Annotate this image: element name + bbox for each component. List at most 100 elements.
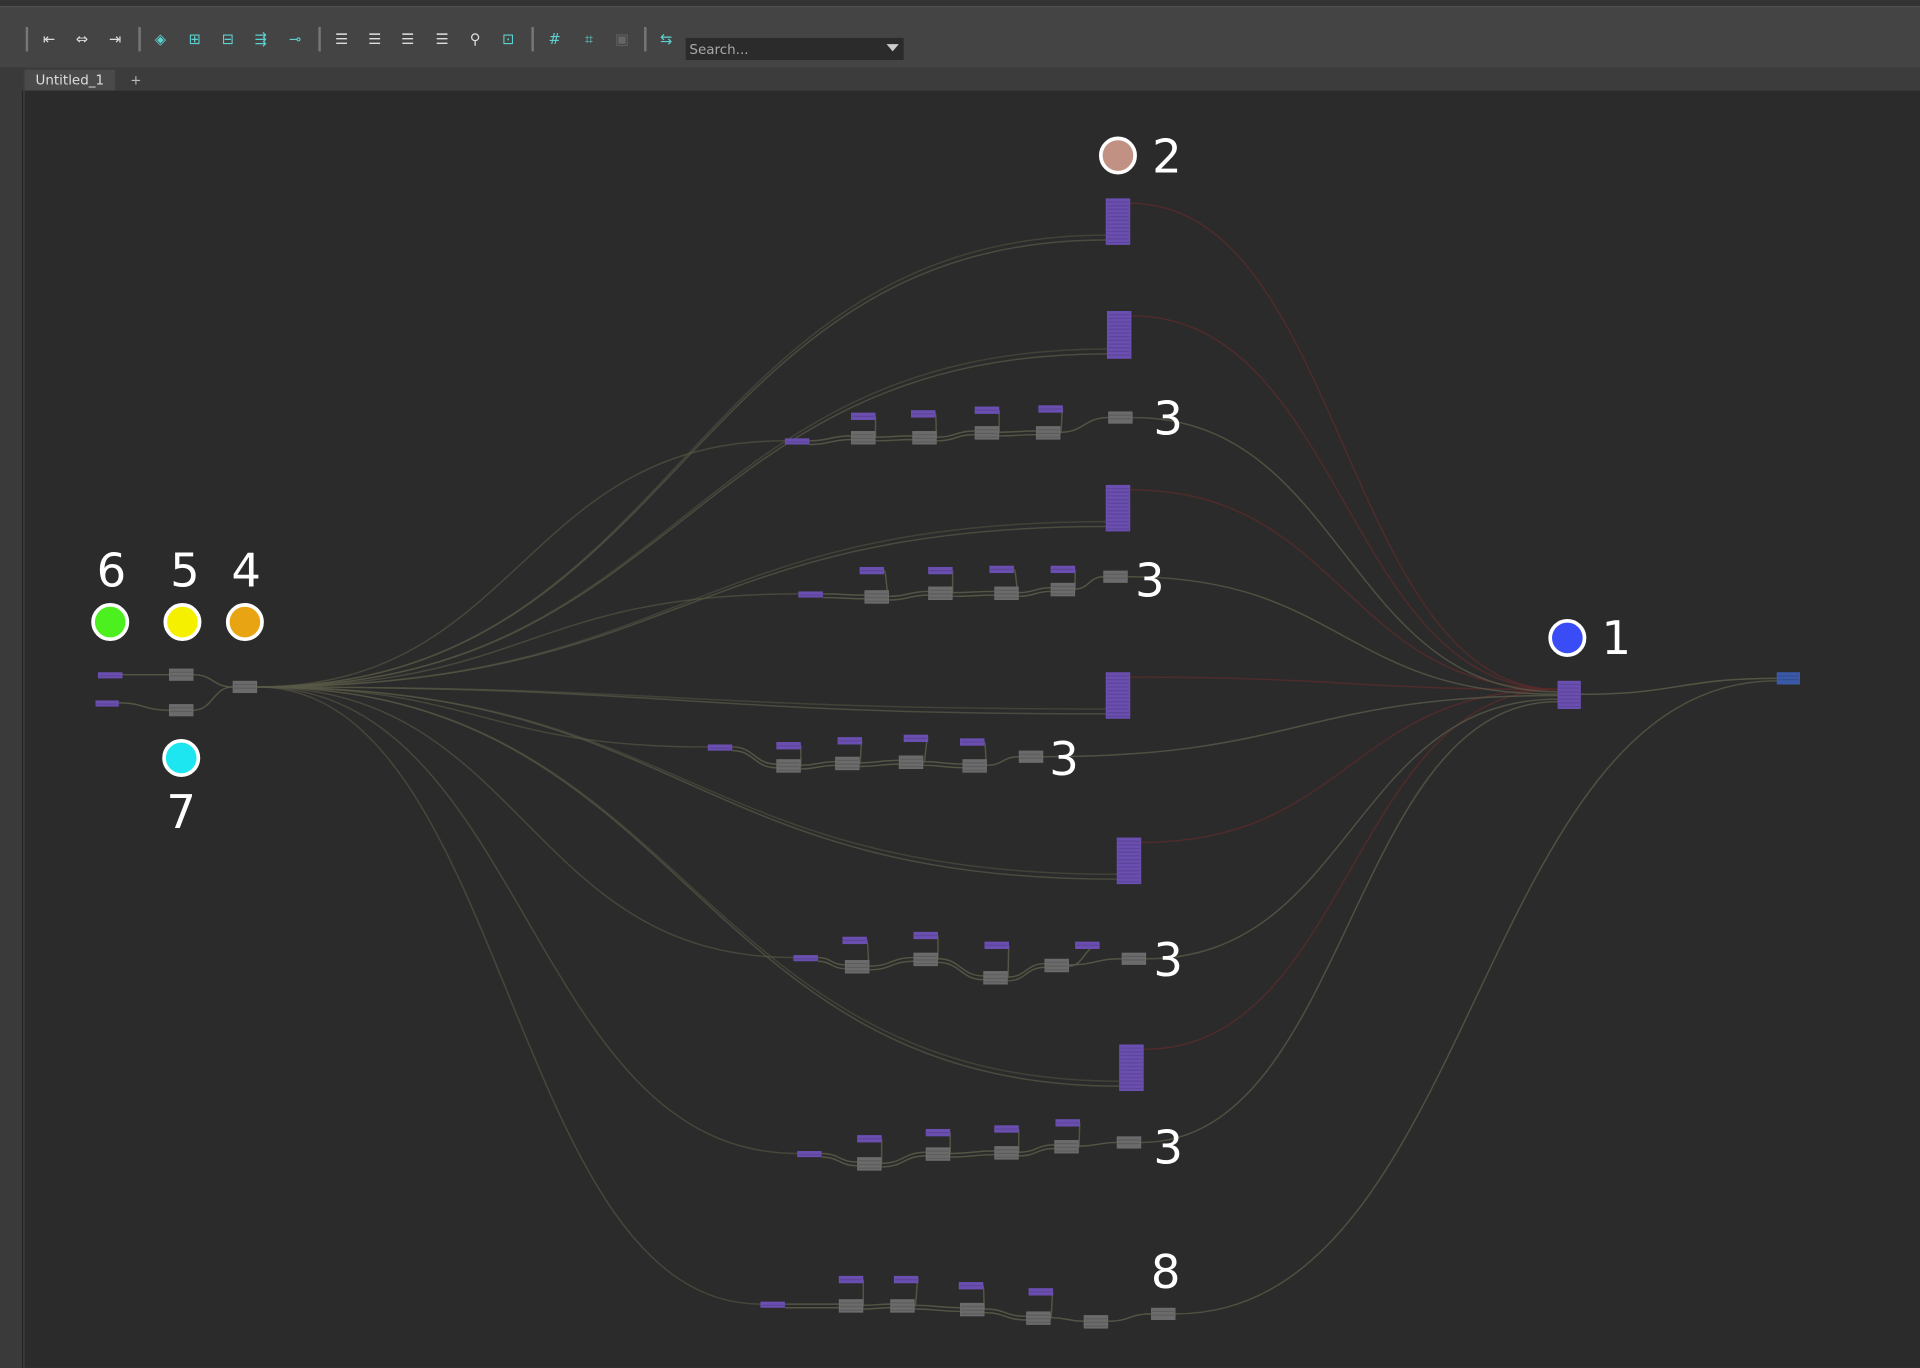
grid-icon[interactable]: # (548, 30, 561, 48)
shader-node[interactable] (95, 700, 119, 707)
utility-node[interactable] (898, 755, 924, 769)
shader-node[interactable] (913, 931, 938, 940)
shader-node[interactable] (911, 410, 936, 418)
utility-node[interactable] (928, 586, 953, 601)
shader-node[interactable] (838, 1275, 864, 1284)
search-field[interactable]: Search... (685, 37, 904, 61)
output-node[interactable] (1776, 672, 1801, 685)
shader-node[interactable] (1075, 941, 1100, 949)
add-tab-button[interactable]: + (130, 72, 142, 89)
utility-node[interactable] (960, 1302, 985, 1317)
shader-node[interactable] (974, 406, 1000, 414)
shader-node[interactable] (1028, 1288, 1054, 1296)
add-selected-icon[interactable]: ⊞ (188, 30, 201, 48)
connection (875, 438, 913, 442)
utility-node[interactable] (851, 431, 876, 445)
utility-node[interactable] (1121, 952, 1147, 965)
utility-node[interactable] (1108, 411, 1133, 424)
utility-node[interactable] (1050, 582, 1076, 597)
search-nodes-icon[interactable]: ⚲ (469, 30, 481, 48)
snap-to-grid-icon[interactable]: ⌗ (584, 30, 594, 48)
shader-node[interactable] (960, 738, 985, 746)
shader-node[interactable] (925, 1128, 951, 1137)
shader-node[interactable] (1557, 680, 1581, 709)
toggle-swatches-icon[interactable]: ⇆ (659, 30, 673, 48)
utility-node[interactable] (1035, 426, 1061, 440)
graph-input-icon[interactable]: ⇤ (42, 30, 56, 48)
shader-node[interactable] (97, 672, 123, 679)
utility-node[interactable] (994, 586, 1019, 601)
simple-view-icon[interactable]: ☰ (335, 30, 349, 48)
shader-node[interactable] (857, 1135, 882, 1143)
shader-node[interactable] (793, 955, 818, 962)
utility-node[interactable] (1026, 1311, 1051, 1325)
shader-node[interactable] (1106, 311, 1132, 359)
utility-node[interactable] (844, 960, 870, 974)
shader-node[interactable] (837, 737, 863, 745)
shader-node[interactable] (1105, 484, 1131, 532)
full-view-icon[interactable]: ☰ (401, 30, 415, 48)
graph-input-output-icon[interactable]: ⇔ (75, 30, 89, 48)
utility-node[interactable] (962, 759, 987, 773)
shader-node[interactable] (776, 742, 801, 750)
utility-node[interactable] (1151, 1307, 1176, 1321)
shader-node[interactable] (1050, 565, 1076, 574)
shader-node[interactable] (1055, 1119, 1081, 1127)
utility-node[interactable] (857, 1157, 882, 1171)
shader-node[interactable] (797, 1151, 822, 1158)
utility-node[interactable] (925, 1147, 951, 1161)
search-dropdown-arrow-icon[interactable] (886, 44, 899, 52)
shader-node[interactable] (984, 941, 1009, 949)
shader-node[interactable] (994, 1125, 1019, 1133)
utility-node[interactable] (864, 590, 889, 604)
shader-node[interactable] (707, 744, 733, 751)
utility-node[interactable] (1103, 570, 1128, 583)
shader-node[interactable] (784, 438, 810, 445)
utility-node[interactable] (1044, 958, 1069, 973)
utility-node[interactable] (835, 756, 860, 771)
graph-output-icon[interactable]: ⇥ (108, 30, 122, 48)
utility-node[interactable] (974, 426, 1000, 440)
shader-node[interactable] (851, 412, 876, 421)
node-graph[interactable]: 1 2 3 3 3 3 3 456 7 8 (24, 91, 1920, 1368)
utility-node[interactable] (983, 971, 1008, 985)
tab-untitled-1[interactable]: Untitled_1 (24, 69, 116, 91)
utility-node[interactable] (232, 680, 258, 694)
shader-node[interactable] (760, 1301, 785, 1308)
frame-all-icon[interactable]: ◈ (154, 30, 167, 48)
shader-node[interactable] (842, 936, 867, 945)
connect-nodes-icon[interactable]: ⊸ (288, 30, 302, 48)
utility-node[interactable] (168, 704, 194, 717)
shader-node[interactable] (903, 734, 929, 743)
connection (863, 1303, 891, 1307)
shader-node[interactable] (989, 565, 1014, 574)
custom-view-icon[interactable]: ☰ (435, 30, 449, 48)
shader-node[interactable] (798, 591, 823, 598)
utility-node[interactable] (838, 1299, 864, 1313)
utility-node[interactable] (1083, 1315, 1109, 1329)
shader-node[interactable] (1116, 837, 1142, 885)
utility-node[interactable] (1018, 750, 1044, 763)
shader-node[interactable] (893, 1275, 919, 1284)
shader-node[interactable] (1119, 1044, 1144, 1092)
utility-node[interactable] (913, 952, 938, 967)
utility-node[interactable] (776, 759, 801, 773)
utility-node[interactable] (994, 1146, 1019, 1160)
shader-node[interactable] (859, 566, 885, 575)
shader-node[interactable] (1105, 672, 1131, 719)
rearrange-icon[interactable]: ⇶ (254, 30, 267, 48)
screenshot-icon[interactable]: ▣ (615, 30, 629, 48)
shader-node[interactable] (928, 566, 953, 575)
connected-view-icon[interactable]: ☰ (368, 30, 382, 48)
clear-graph-icon[interactable]: ⊡ (502, 30, 515, 48)
utility-node[interactable] (912, 431, 937, 445)
remove-selected-icon[interactable]: ⊟ (221, 30, 234, 48)
shader-node[interactable] (1105, 198, 1131, 245)
utility-node[interactable] (890, 1299, 915, 1313)
utility-node[interactable] (1054, 1140, 1079, 1154)
shader-node[interactable] (958, 1282, 984, 1290)
utility-node[interactable] (1116, 1136, 1142, 1149)
utility-node[interactable] (168, 668, 194, 681)
shader-node[interactable] (1038, 405, 1063, 413)
